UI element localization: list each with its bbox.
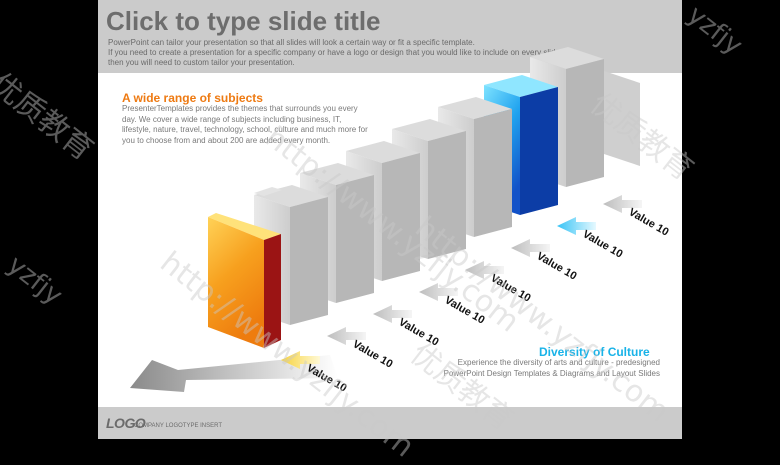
slide: Click to type slide title PowerPoint can… [98,0,682,439]
section-body-culture[interactable]: Experience the diversity of arts and cul… [443,358,660,378]
watermark-short: yzfjy [1,250,68,312]
book-2 [254,187,282,196]
subtitle-line: If you need to create a presentation for… [108,48,563,57]
section-title-culture[interactable]: Diversity of Culture [539,345,650,359]
watermark-brand: 优质教育 [0,66,100,168]
arrow-1 [281,351,320,369]
arrow-3 [373,305,412,323]
section-body-subjects[interactable]: PresenterTemplates provides the themes t… [122,104,368,145]
logotype-text: COMPANY LOGOTYPE INSERT [134,423,223,429]
value-label-8: Value 10 [627,206,671,238]
value-label-5: Value 10 [489,272,533,304]
logo: LOGO [106,415,146,431]
section-title-subjects[interactable]: A wide range of subjects [122,91,263,105]
subtitle-line: PowerPoint can tailor your presentation … [108,38,475,47]
value-label-4: Value 10 [443,294,487,326]
value-label-6: Value 10 [535,250,579,282]
slide-header: Click to type slide title PowerPoint can… [98,0,682,73]
book-1-orange [208,213,281,348]
watermark-short: yzfjy [681,0,748,62]
value-label-2: Value 10 [351,338,395,370]
value-label-7: Value 10 [581,228,625,260]
books-diagram: Value 10 Value 10 Value 10 Value 10 Valu… [130,47,671,395]
slide-footer: LOGO COMPANY LOGOTYPE INSERT [98,407,682,439]
slide-title[interactable]: Click to type slide title [106,6,381,36]
arrow-8 [603,195,642,213]
arrow-5 [465,261,504,279]
slide-subtitle[interactable]: PowerPoint can tailor your presentation … [108,38,678,68]
arrow-2 [327,327,366,345]
arrow-4 [419,283,458,301]
subtitle-line: then you will need to custom tailor your… [108,58,295,67]
arrow-7 [557,217,596,235]
value-label-3: Value 10 [397,316,441,348]
big-down-left-arrow [130,355,338,392]
arrow-6 [511,239,550,257]
